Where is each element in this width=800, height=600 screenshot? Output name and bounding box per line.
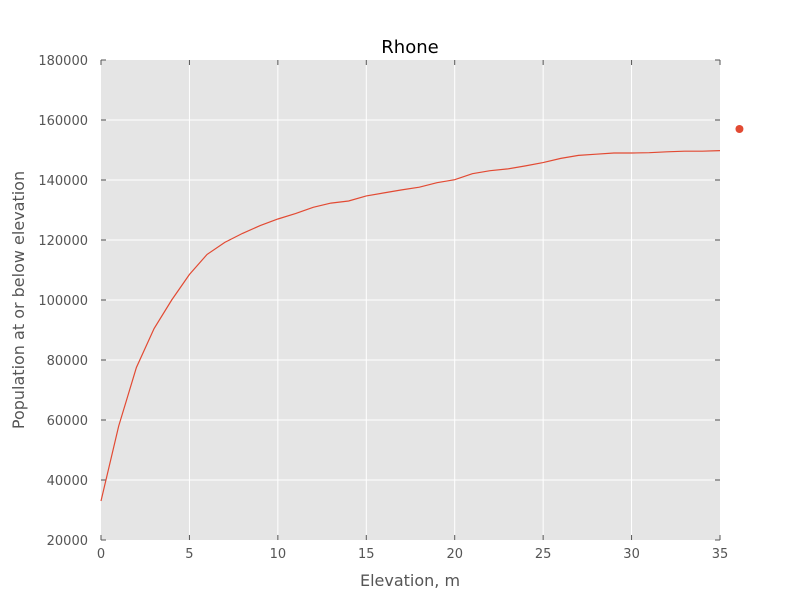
x-tick-label: 15	[358, 547, 375, 562]
x-tick-label: 35	[712, 547, 729, 562]
y-tick-label: 140000	[38, 174, 88, 189]
x-tick-label: 25	[535, 547, 552, 562]
series-group	[100, 125, 744, 502]
ticks	[100, 59, 721, 541]
chart-title: Rhone	[381, 37, 438, 58]
series-line	[100, 150, 721, 502]
y-tick-label: 60000	[47, 414, 88, 429]
x-tick-label: 30	[623, 547, 640, 562]
grid	[101, 60, 720, 540]
tick-labels: 0 5 10 15 20 25 30 35 20000 40000 60000 80000 100000…	[38, 54, 728, 562]
y-tick-label: 80000	[47, 354, 88, 369]
y-tick-label: 160000	[38, 114, 88, 129]
x-tick-label: 20	[446, 547, 463, 562]
x-tick-label: 0	[97, 547, 105, 562]
x-axis-label: Elevation, m	[360, 571, 460, 590]
y-tick-label: 100000	[38, 294, 88, 309]
y-axis-label: Population at or below elevation	[9, 171, 28, 429]
y-tick-label: 120000	[38, 234, 88, 249]
x-tick-label: 5	[185, 547, 193, 562]
y-tick-label: 180000	[38, 54, 88, 69]
y-tick-label: 20000	[47, 534, 88, 549]
x-tick-label: 10	[270, 547, 287, 562]
data-point-marker	[735, 125, 744, 133]
y-tick-label: 40000	[47, 474, 88, 489]
